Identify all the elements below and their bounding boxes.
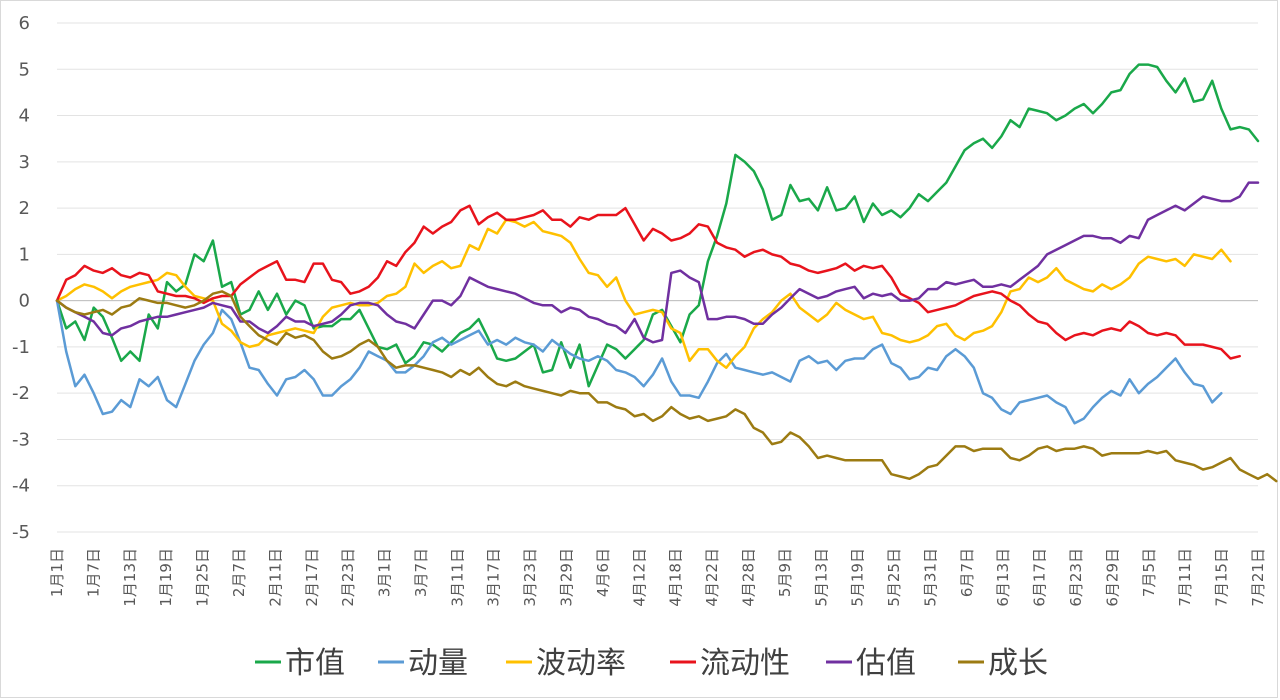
y-tick-label: 1 [19,244,30,265]
x-tick-label: 2月7日 [230,548,248,597]
x-tick-label: 2月23日 [339,548,357,607]
x-tick-label: 7月15日 [1213,548,1231,607]
y-tick-label: -3 [12,429,30,450]
series-line-3 [55,204,1241,360]
x-tick-label: 4月18日 [667,548,685,607]
x-tick-label: 3月1日 [376,548,394,597]
x-tick-label: 4月28日 [739,548,757,607]
legend-label-4: 估值 [856,646,916,681]
x-tick-label: 6月7日 [958,548,976,597]
x-tick-label: 5月25日 [885,548,903,607]
legend-label-2: 波动率 [536,646,626,681]
x-tick-label: 4月6日 [594,548,612,597]
x-axis-tick-labels: 1月1日 1月7日 1月13日 1月19日 1月25日 2月7日 2月11日 2月17日 2月2… [48,548,1267,607]
y-tick-label: -5 [12,522,30,543]
legend-label-3: 流动性 [700,646,790,681]
x-tick-label: 5月19日 [849,548,867,607]
y-tick-label: -2 [12,383,30,404]
x-tick-label: 1月7日 [84,548,102,597]
x-tick-label: 1月19日 [157,548,175,607]
x-tick-label: 6月23日 [1067,548,1085,607]
y-tick-label: 2 [19,198,30,219]
legend-label-5: 成长 [988,646,1048,681]
y-gridlines [57,22,1258,533]
y-tick-label: 3 [19,152,30,173]
y-tick-label: 5 [19,59,30,80]
x-tick-label: 3月23日 [521,548,539,607]
x-tick-label: 1月13日 [121,548,139,607]
x-tick-label: 6月13日 [994,548,1012,607]
x-tick-label: 5月31日 [921,548,939,607]
series-line-1 [55,299,1223,425]
x-tick-label: 1月1日 [48,548,66,597]
x-tick-label: 3月11日 [448,548,466,607]
series-line-5 [55,290,1278,483]
x-tick-label: 1月25日 [194,548,212,607]
x-tick-label: 7月21日 [1249,548,1267,607]
x-tick-label: 2月11日 [266,548,284,607]
legend-label-0: 市值 [285,646,345,681]
legend: 市值 动量 波动率 流动性 估值 成长 [255,646,1048,681]
y-tick-label: 4 [19,106,30,127]
y-tick-label: 6 [19,13,30,34]
x-tick-label: 5月13日 [812,548,830,607]
y-axis-tick-labels: 6 5 4 3 2 1 0 -1 -2 -3 -4 -5 [12,13,30,543]
x-tick-label: 4月22日 [703,548,721,607]
x-tick-label: 6月17日 [1031,548,1049,607]
y-tick-label: -4 [12,476,30,497]
y-tick-label: 0 [19,291,30,312]
series-line-4 [55,181,1260,344]
x-tick-label: 4月12日 [630,548,648,607]
x-tick-label: 3月17日 [485,548,503,607]
x-tick-label: 7月11日 [1176,548,1194,607]
series-lines [55,63,1278,483]
x-tick-label: 6月29日 [1103,548,1121,607]
series-line-2 [55,218,1232,369]
x-tick-label: 5月9日 [776,548,794,597]
legend-label-1: 动量 [408,646,468,681]
x-tick-label: 2月17日 [303,548,321,607]
y-tick-label: -1 [12,337,30,358]
x-tick-label: 7月5日 [1140,548,1158,597]
x-tick-label: 3月7日 [412,548,430,597]
x-tick-label: 3月29日 [558,548,576,607]
